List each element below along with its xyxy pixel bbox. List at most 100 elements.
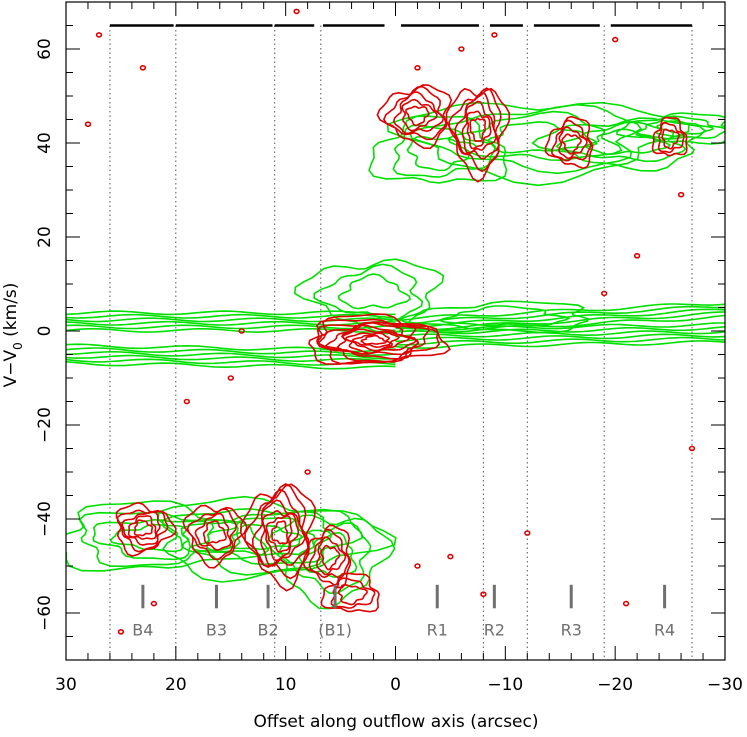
y-tick-label: 20 xyxy=(35,226,55,248)
contour-ridge-line xyxy=(66,361,396,370)
contour-level xyxy=(239,483,316,592)
contour-speck xyxy=(447,553,454,560)
contour-ridge-line xyxy=(395,322,725,332)
contour-ridge-line xyxy=(66,347,396,357)
contour-level xyxy=(330,577,376,609)
x-axis-title: Offset along outflow axis (arcsec) xyxy=(253,712,538,732)
knot-label-r1: R1 xyxy=(427,620,448,639)
contour-speck xyxy=(611,36,619,43)
contour-level xyxy=(320,572,380,613)
contour-ridge-line xyxy=(66,324,396,330)
contour-level xyxy=(437,305,571,327)
contour-series-1 xyxy=(66,101,725,610)
contour-speck xyxy=(480,591,487,598)
y-tick-label: −40 xyxy=(35,501,55,537)
axis-ticks xyxy=(65,1,726,661)
contour-ridge-line xyxy=(395,311,725,331)
contour-level xyxy=(409,103,643,175)
contour-level xyxy=(115,501,177,557)
contour-speck xyxy=(84,121,92,127)
y-tick-label: 40 xyxy=(35,132,55,154)
knot-label-r2: R2 xyxy=(484,620,505,639)
contour-level xyxy=(616,112,725,145)
contour-ridge-line xyxy=(395,305,725,325)
x-tick-label: −20 xyxy=(597,675,633,695)
contour-speck xyxy=(117,628,125,635)
contour-level xyxy=(337,273,411,310)
contour-level xyxy=(445,87,511,183)
x-tick-label: 20 xyxy=(165,675,187,695)
annotation-layer: B4 B3 B2 (B1) R1 R2 R3 R4 xyxy=(109,24,693,660)
contour-level xyxy=(469,117,487,143)
y-axis-title-main: V−V xyxy=(1,350,21,388)
contour-level xyxy=(297,531,358,579)
contour-level xyxy=(584,128,672,156)
contour-ridge-line xyxy=(395,314,725,333)
contour-level xyxy=(186,508,238,561)
contour-level xyxy=(261,510,300,562)
contour-level xyxy=(121,511,161,546)
contour-speck xyxy=(633,253,641,259)
contour-level xyxy=(206,516,317,556)
contour-ridge-line xyxy=(66,351,396,360)
contour-speck xyxy=(677,191,685,198)
contour-ridge-line xyxy=(66,310,396,316)
contour-speck xyxy=(491,32,498,38)
contour-level xyxy=(341,328,411,354)
contour-speck xyxy=(414,65,421,71)
contour-level xyxy=(319,544,341,571)
knot-label-b3: B3 xyxy=(206,620,227,639)
contour-level xyxy=(558,126,588,160)
contour-level xyxy=(376,84,453,150)
contour-level xyxy=(405,105,430,127)
contour-level xyxy=(360,334,387,345)
contour-level xyxy=(157,495,397,583)
contour-speck xyxy=(458,46,465,52)
contour-level xyxy=(401,98,438,132)
y-tick-label: 0 xyxy=(35,326,55,337)
knot-label-r3: R3 xyxy=(561,620,582,639)
contour-level xyxy=(344,331,401,352)
contour-speck xyxy=(304,469,311,475)
x-tick-label: 10 xyxy=(275,675,297,695)
x-tick-label: −30 xyxy=(707,675,743,695)
contour-level xyxy=(278,522,372,594)
contour-level xyxy=(313,263,424,322)
contour-level xyxy=(133,519,154,537)
contour-ridge-line xyxy=(66,313,396,319)
axis-tick-labels: 30 20 10 0 −10 −20 −30 60 40 20 0 −20 −40 −60 xyxy=(35,38,743,695)
contour-speck xyxy=(150,600,158,607)
knot-label-b4: B4 xyxy=(132,620,153,639)
contour-speck xyxy=(688,445,696,452)
contour-level xyxy=(271,520,289,545)
contour-ridge-line xyxy=(66,320,396,326)
contour-speck xyxy=(95,32,103,38)
contour-level xyxy=(66,500,270,572)
contour-level xyxy=(116,509,169,553)
contour-ridge-line xyxy=(395,308,725,328)
contour-level xyxy=(661,128,681,150)
contour-speck xyxy=(414,563,421,569)
contour-series-2 xyxy=(84,8,696,635)
contour-level xyxy=(316,321,430,363)
contour-speck xyxy=(622,600,630,607)
contour-level xyxy=(448,87,502,173)
contour-level xyxy=(486,121,598,154)
knot-label-b1: (B1) xyxy=(318,620,352,639)
contour-level xyxy=(392,91,445,135)
x-tick-label: 0 xyxy=(390,675,401,695)
y-axis-title-subscript: 0 xyxy=(11,342,25,350)
contour-level xyxy=(397,300,590,334)
contour-level xyxy=(561,133,582,155)
contour-speck xyxy=(238,328,245,334)
contour-level xyxy=(315,536,347,576)
contour-level xyxy=(194,512,232,551)
contour-level xyxy=(466,110,492,150)
contour-level xyxy=(127,515,157,540)
contour-layer xyxy=(66,8,725,635)
contour-level xyxy=(308,313,451,365)
contour-ridge-line xyxy=(395,330,725,338)
knot-label-r4: R4 xyxy=(654,620,675,639)
contour-level xyxy=(447,110,623,162)
contour-level xyxy=(461,100,497,154)
